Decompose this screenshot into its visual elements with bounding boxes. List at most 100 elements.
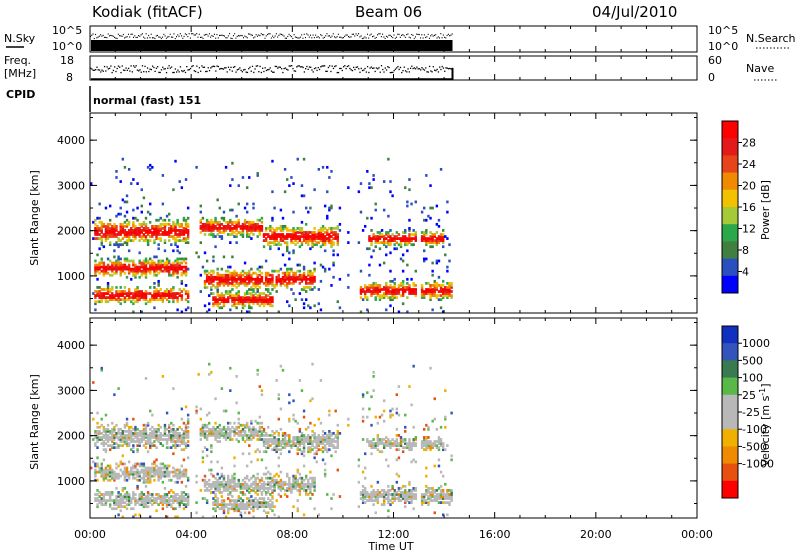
heatmap-cell — [174, 265, 177, 269]
heatmap-cell — [330, 434, 333, 437]
heatmap-cell — [323, 227, 327, 230]
freq-point — [91, 68, 93, 70]
heatmap-cell — [273, 442, 276, 445]
heatmap-cell — [136, 440, 139, 443]
heatmap-cell — [326, 448, 329, 452]
heatmap-cell — [167, 239, 171, 242]
heatmap-cell — [123, 497, 127, 500]
heatmap-cell — [144, 446, 148, 450]
heatmap-cell — [119, 292, 122, 295]
heatmap-cell — [334, 235, 337, 238]
heatmap-cell — [132, 231, 135, 234]
heatmap-cell — [203, 224, 207, 228]
heatmap-cell — [271, 237, 274, 240]
heatmap-cell — [397, 310, 401, 314]
heatmap-cell — [441, 284, 445, 287]
freq-point — [322, 65, 324, 67]
heatmap-cell — [406, 204, 409, 208]
nsearch-point — [97, 36, 99, 38]
heatmap-cell — [380, 235, 384, 238]
heatmap-cell — [132, 310, 135, 314]
heatmap-cell — [387, 296, 390, 299]
heatmap-cell — [218, 427, 221, 431]
heatmap-cell — [218, 231, 221, 234]
heatmap-cell — [420, 288, 424, 291]
heatmap-cell — [117, 259, 120, 263]
freq-point — [307, 68, 309, 71]
heatmap-cell — [115, 434, 118, 437]
heatmap-cell — [102, 495, 106, 498]
freq-point — [369, 67, 371, 69]
heatmap-cell — [260, 421, 264, 425]
heatmap-cell — [382, 241, 386, 245]
heatmap-cell — [248, 279, 251, 283]
freq-point — [318, 68, 321, 71]
heatmap-cell — [408, 286, 411, 289]
heatmap-cell — [311, 480, 314, 484]
freq-point — [360, 67, 362, 70]
heatmap-cell — [144, 302, 148, 306]
heatmap-cell — [111, 263, 114, 267]
heatmap-cell — [208, 308, 211, 312]
heatmap-cell — [376, 237, 380, 240]
heatmap-cell — [317, 229, 321, 232]
heatmap-cell — [256, 372, 259, 376]
heatmap-cell — [256, 434, 259, 437]
heatmap-cell — [100, 269, 103, 273]
heatmap-cell — [258, 436, 262, 439]
heatmap-cell — [203, 227, 207, 230]
heatmap-cell — [138, 474, 141, 478]
heatmap-cell — [311, 442, 314, 445]
freq-point — [226, 71, 228, 73]
heatmap-cell — [94, 442, 97, 445]
heatmap-cell — [300, 231, 304, 234]
heatmap-cell — [290, 277, 293, 281]
heatmap-cell — [420, 210, 424, 214]
nsearch-point — [439, 37, 441, 39]
heatmap-cell — [208, 279, 211, 283]
heatmap-cell — [292, 249, 295, 253]
heatmap-cell — [243, 220, 247, 224]
heatmap-cell — [292, 436, 295, 439]
heatmap-cell — [184, 472, 188, 476]
heatmap-cell — [382, 288, 386, 291]
heatmap-cell — [96, 499, 99, 502]
heatmap-cell — [132, 438, 135, 441]
heatmap-cell — [370, 495, 373, 498]
heatmap-cell — [252, 474, 255, 478]
nsearch-point — [297, 37, 299, 39]
heatmap-cell — [378, 231, 382, 234]
heatmap-cell — [260, 302, 264, 306]
nsearch-point — [154, 37, 156, 40]
freq-point — [427, 71, 429, 73]
heatmap-cell — [220, 507, 224, 511]
heatmap-cell — [170, 288, 173, 291]
heatmap-cell — [300, 486, 304, 490]
heatmap-cell — [401, 281, 405, 285]
heatmap-cell — [279, 448, 283, 452]
heatmap-cell — [439, 290, 443, 293]
heatmap-cell — [157, 497, 160, 500]
heatmap-cell — [195, 511, 198, 515]
heatmap-cell — [237, 281, 240, 285]
heatmap-cell — [212, 480, 215, 484]
nsearch-point — [422, 37, 424, 39]
heatmap-cell — [391, 286, 394, 289]
heatmap-cell — [203, 279, 207, 283]
heatmap-cell — [205, 499, 209, 502]
heatmap-cell — [450, 294, 453, 297]
heatmap-cell — [336, 440, 340, 443]
freq-point — [373, 67, 375, 69]
heatmap-cell — [218, 440, 221, 443]
freq-point — [366, 65, 369, 68]
heatmap-cell — [167, 438, 171, 441]
heatmap-cell — [252, 271, 255, 275]
heatmap-cell — [130, 229, 133, 232]
heatmap-cell — [401, 302, 405, 306]
heatmap-cell — [374, 290, 377, 293]
heatmap-cell — [218, 275, 221, 279]
heatmap-cell — [309, 239, 312, 242]
heatmap-cell — [395, 247, 399, 251]
heatmap-cell — [212, 432, 215, 435]
heatmap-cell — [94, 308, 97, 312]
